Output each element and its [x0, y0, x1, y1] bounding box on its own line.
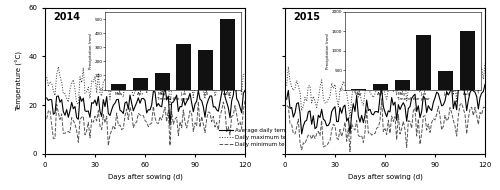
- X-axis label: Days after sowing (d): Days after sowing (d): [108, 173, 182, 180]
- X-axis label: Days after sowing (d): Days after sowing (d): [348, 173, 422, 180]
- Text: 2015: 2015: [293, 12, 320, 22]
- Y-axis label: Temperature (°C): Temperature (°C): [16, 51, 23, 111]
- Text: 2014: 2014: [53, 12, 80, 22]
- Legend: Average daily temperature, Daily maximum temperature, Daily minimum temperature: Average daily temperature, Daily maximum…: [216, 126, 318, 150]
